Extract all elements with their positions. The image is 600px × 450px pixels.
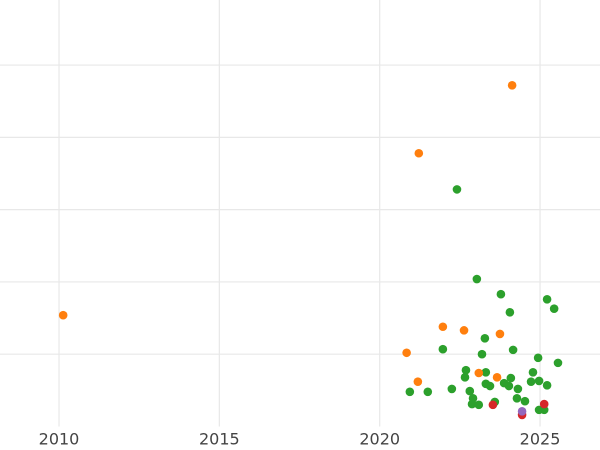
scatter-point — [472, 274, 482, 284]
scatter-point — [506, 373, 516, 383]
scatter-point — [553, 358, 563, 368]
scatter-point — [488, 400, 498, 410]
scatter-point — [447, 384, 457, 394]
scatter-point — [492, 373, 502, 382]
scatter-point — [474, 400, 484, 410]
scatter-point — [549, 304, 559, 313]
scatter-point — [539, 399, 549, 409]
scatter-point — [495, 329, 505, 339]
scatter-point — [438, 322, 448, 332]
scatter-point — [513, 384, 523, 394]
scatter-point — [414, 148, 424, 158]
scatter-point — [474, 368, 484, 378]
scatter-point — [542, 294, 552, 304]
scatter-point — [533, 353, 543, 363]
scatter-point — [507, 81, 517, 90]
x-tick-label: 2020 — [359, 430, 400, 449]
scatter-point — [438, 344, 448, 354]
scatter-point — [481, 367, 491, 377]
scatter-point — [520, 396, 530, 406]
scatter-point — [58, 310, 68, 320]
scatter-point — [526, 377, 536, 386]
scatter-point — [508, 345, 518, 355]
scatter-point — [528, 367, 538, 377]
scatter-point — [512, 394, 522, 403]
x-tick-label: 2025 — [520, 430, 561, 449]
scatter-point — [477, 349, 487, 359]
scatter-point — [542, 380, 552, 390]
scatter-point — [405, 387, 415, 397]
scatter-point — [504, 381, 514, 391]
scatter-point — [452, 185, 462, 194]
scatter-point — [461, 365, 471, 375]
scatter-point — [534, 376, 544, 386]
scatter-point — [460, 373, 470, 382]
scatter-point — [467, 399, 477, 409]
scatter-point — [480, 334, 490, 343]
scatter-point — [423, 387, 433, 397]
scatter-point — [496, 289, 506, 299]
x-tick-label: 2010 — [39, 430, 80, 449]
scatter-point — [402, 348, 411, 358]
scatter-point — [413, 377, 423, 386]
scatter-point — [517, 407, 527, 416]
x-tick-label: 2015 — [199, 430, 240, 449]
scatter-point — [459, 326, 469, 335]
scatter-point — [465, 386, 475, 396]
scatter-point — [485, 381, 495, 391]
scatter-point — [505, 307, 515, 317]
